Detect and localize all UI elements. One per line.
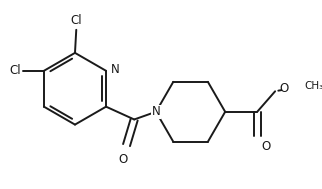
Text: O: O [262,140,271,153]
Text: N: N [152,105,160,118]
Text: Cl: Cl [71,14,82,27]
Text: O: O [118,153,127,166]
Text: O: O [279,82,288,95]
Text: Cl: Cl [9,64,21,77]
Text: CH₃: CH₃ [305,81,322,91]
Text: N: N [110,63,119,76]
